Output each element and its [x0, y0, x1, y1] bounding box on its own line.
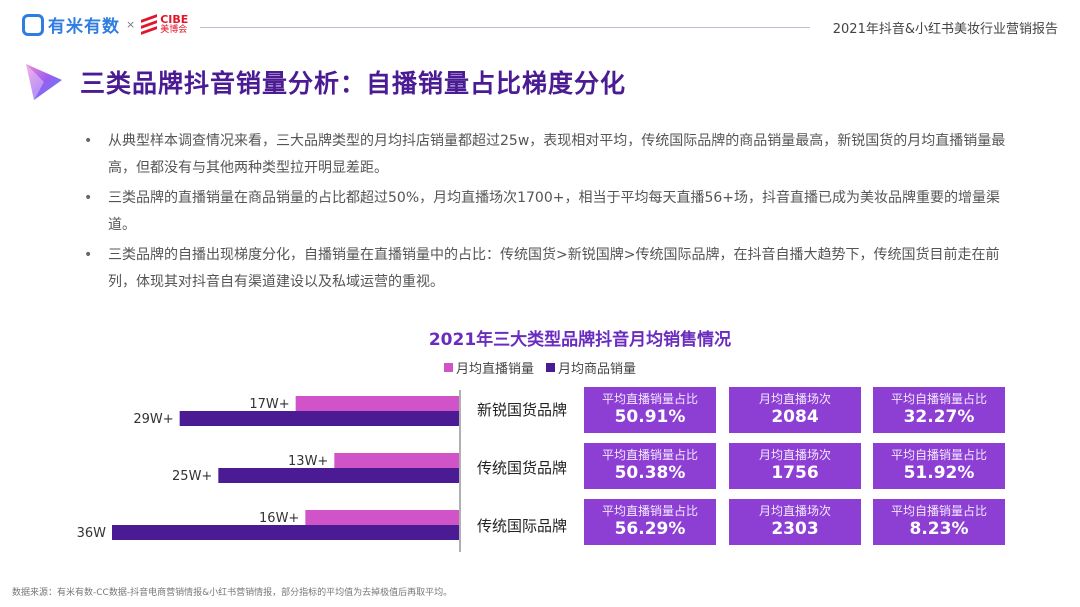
youmi-logo-icon — [22, 13, 44, 36]
stat-value: 32.27% — [903, 407, 975, 427]
stat-label: 月均直播场次 — [758, 392, 831, 406]
legend-label-goods: 月均商品销量 — [558, 362, 637, 377]
bar-goods-0 — [179, 411, 460, 426]
bar-live-0 — [295, 396, 460, 411]
stat-value: 2084 — [771, 407, 819, 427]
legend-item-goods: 月均商品销量 — [546, 358, 636, 377]
bar-label-live-1: 13W+ — [288, 454, 328, 469]
bar-chart: 17W+ 29W+ 13W+ 25W+ 16W+ 36W — [77, 396, 460, 541]
chart-axis — [459, 390, 461, 552]
bar-live-2 — [305, 510, 460, 525]
bar-goods-1 — [218, 468, 460, 483]
page-title-block: 三类品牌抖音销量分析：自播销量占比梯度分化 — [22, 58, 626, 106]
legend-swatch-live — [444, 363, 453, 372]
category-label: 新锐国货品牌 — [476, 401, 567, 419]
stat-value: 1756 — [771, 463, 819, 483]
cibe-logo: CIBE 美博会 — [141, 12, 189, 35]
youmi-logo-text: 有米有数 — [48, 17, 120, 37]
report-title: 2021年抖音&小红书美妆行业营销报告 — [832, 22, 1058, 37]
bar-label-goods-1: 25W+ — [172, 469, 212, 484]
bar-label-live-2: 16W+ — [259, 511, 299, 526]
stat-box-live-sessions: 月均直播场次 2084 — [729, 387, 861, 433]
top-bar: 有米有数 × CIBE 美博会 2021年抖音&小红书美妆行业营销报告 — [0, 0, 1080, 50]
stat-label: 平均自播销量占比 — [890, 392, 987, 406]
stat-label: 平均直播销量占比 — [601, 504, 698, 518]
stat-label: 月均直播场次 — [758, 448, 831, 462]
stat-value: 51.92% — [903, 463, 975, 483]
data-source-footnote: 数据来源：有米有数-CC数据-抖音电商营销情报&小红书营销情报，部分指标的平均值… — [12, 588, 453, 598]
bar-live-1 — [334, 453, 460, 468]
bar-label-goods-2: 36W — [77, 526, 107, 541]
header-divider — [200, 27, 810, 28]
stat-label: 平均直播销量占比 — [601, 392, 698, 406]
page-title: 三类品牌抖音销量分析：自播销量占比梯度分化 — [80, 69, 627, 98]
stat-box-self-live-share: 平均自播销量占比 32.27% — [873, 387, 1005, 433]
cibe-logo-icon — [141, 13, 158, 35]
stat-box-live-sessions: 月均直播场次 1756 — [729, 443, 861, 489]
stat-value: 50.91% — [614, 407, 686, 427]
brand-logos: 有米有数 × CIBE 美博会 — [22, 12, 188, 37]
stat-label: 平均自播销量占比 — [890, 504, 987, 518]
bar-goods-2 — [112, 525, 460, 540]
stat-value: 2303 — [771, 519, 819, 539]
cibe-logo-cn: 美博会 — [160, 24, 188, 35]
stat-box-live-share: 平均直播销量占比 56.29% — [584, 499, 716, 545]
stat-box-self-live-share: 平均自播销量占比 8.23% — [873, 499, 1005, 545]
stat-box-live-share: 平均直播销量占比 50.38% — [584, 443, 716, 489]
stat-label: 平均直播销量占比 — [601, 448, 698, 462]
bullet-item: 三类品牌的直播销量在商品销量的占比都超过50%，月均直播场次1700+，相当于平… — [84, 185, 1014, 239]
legend-swatch-goods — [546, 363, 556, 372]
legend-label-live: 月均直播销量 — [456, 362, 535, 377]
stat-box-live-share: 平均直播销量占比 50.91% — [584, 387, 716, 433]
legend-item-live: 月均直播销量 — [444, 358, 534, 377]
stat-value: 8.23% — [909, 519, 969, 539]
cibe-logo-en: CIBE — [160, 12, 189, 26]
chart-title: 2021年三大类型品牌抖音月均销售情况 — [428, 330, 732, 350]
category-label: 传统国际品牌 — [476, 517, 567, 535]
bullet-item: 三类品牌的自播出现梯度分化，自播销量在直播销量中的占比：传统国货>新锐国牌>传统… — [84, 242, 1014, 296]
stat-value: 56.29% — [614, 519, 686, 539]
stat-label: 平均自播销量占比 — [890, 448, 987, 462]
bullet-item: 从典型样本调查情况来看，三大品牌类型的月均抖店销量都超过25w，表现相对平均，传… — [84, 128, 1014, 182]
category-label: 传统国货品牌 — [476, 459, 567, 477]
prism-icon — [22, 60, 66, 104]
stat-box-self-live-share: 平均自播销量占比 51.92% — [873, 443, 1005, 489]
chart-legend: 月均直播销量 月均商品销量 — [444, 358, 642, 377]
bullet-list: 从典型样本调查情况来看，三大品牌类型的月均抖店销量都超过25w，表现相对平均，传… — [84, 128, 1014, 299]
bar-label-goods-0: 29W+ — [133, 412, 173, 427]
stat-value: 50.38% — [614, 463, 686, 483]
logo-separator: × — [126, 18, 136, 31]
stat-box-live-sessions: 月均直播场次 2303 — [729, 499, 861, 545]
stat-label: 月均直播场次 — [758, 504, 831, 518]
bar-label-live-0: 17W+ — [249, 397, 289, 412]
